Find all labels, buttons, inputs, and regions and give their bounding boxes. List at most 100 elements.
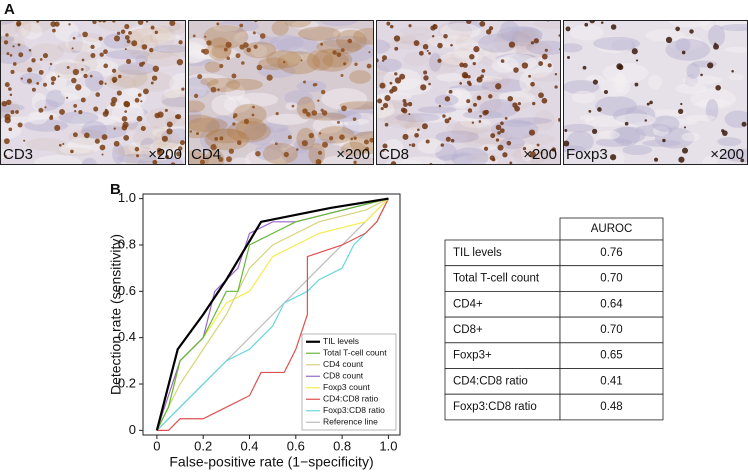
stain-haze <box>450 47 476 64</box>
stained-cell <box>16 22 21 27</box>
stain-haze <box>113 64 148 88</box>
auroc-value: 0.64 <box>600 298 623 310</box>
tissue-texture <box>593 36 641 51</box>
stained-cell <box>466 99 471 104</box>
stained-cell <box>336 52 342 58</box>
stain-haze <box>306 49 334 71</box>
stained-cell <box>386 21 391 26</box>
stained-cell <box>340 48 345 53</box>
stain-haze <box>503 143 548 159</box>
stained-cell <box>18 52 24 58</box>
stained-cell <box>486 29 492 35</box>
legend-label: CD8 count <box>323 371 364 381</box>
stained-cell <box>80 97 86 103</box>
stained-cell <box>72 68 80 76</box>
stain-haze <box>530 148 561 165</box>
stain-haze <box>0 34 15 44</box>
tissue <box>0 20 186 165</box>
stained-cell <box>9 93 13 97</box>
stained-cell <box>52 28 56 33</box>
stain-haze <box>203 24 249 49</box>
stained-cell <box>99 52 104 57</box>
stained-cell <box>478 120 482 123</box>
stain-haze <box>54 60 77 80</box>
panel-label: A <box>4 1 15 18</box>
tissue-texture <box>0 20 15 25</box>
stained-cell <box>521 62 529 69</box>
stained-cell <box>321 110 328 116</box>
tissue-texture <box>684 114 716 122</box>
stained-cell <box>540 152 543 155</box>
stain-haze <box>308 112 347 121</box>
stained-cell <box>497 144 504 151</box>
stained-cell <box>352 117 357 121</box>
stained-cell <box>442 114 446 118</box>
auroc-value: 0.65 <box>600 350 622 362</box>
stained-cell <box>473 102 477 107</box>
stained-cell <box>394 72 398 76</box>
stained-cell <box>217 88 220 91</box>
stained-cell <box>662 138 666 143</box>
auroc-value: 0.41 <box>600 375 622 387</box>
tissue-texture <box>266 113 309 125</box>
stained-cell <box>624 121 629 126</box>
stained-cell <box>431 35 435 38</box>
stain-haze <box>376 65 390 76</box>
tissue-texture <box>376 102 395 119</box>
stained-cell <box>384 95 391 102</box>
stained-cell <box>402 133 409 140</box>
stained-cell <box>197 74 203 80</box>
stained-cell <box>80 67 84 71</box>
tissue-texture <box>563 145 586 152</box>
roc-curve <box>156 198 389 431</box>
tissue-texture <box>563 43 583 53</box>
stained-cell <box>507 95 514 102</box>
stained-cell <box>477 95 481 99</box>
stain-haze <box>132 71 175 92</box>
y-tick-label: 0 <box>129 422 136 437</box>
stained-cell <box>123 135 130 141</box>
stained-cell <box>513 67 519 73</box>
tissue-texture <box>27 111 48 125</box>
stained-cell <box>500 59 505 63</box>
row-label: CD4+ <box>453 298 483 310</box>
stained-cell <box>275 112 279 116</box>
tissue-texture <box>254 143 284 161</box>
stained-cell <box>51 81 55 85</box>
tissue-texture <box>681 132 700 142</box>
stained-cell <box>93 106 99 112</box>
stained-cell <box>500 121 504 126</box>
stained-cell <box>252 31 256 35</box>
stained-cell <box>149 47 154 53</box>
stained-cell <box>235 53 241 59</box>
stained-cell <box>20 77 23 80</box>
stained-cell <box>176 151 182 157</box>
x-tick-label: 0.2 <box>194 438 212 453</box>
tissue-texture <box>705 98 719 121</box>
row-label: CD4:CD8 ratio <box>453 375 528 387</box>
stained-cell <box>78 109 83 115</box>
stained-cell <box>15 110 19 114</box>
stained-cell <box>530 81 535 87</box>
stained-cell <box>700 73 703 77</box>
stained-cell <box>320 89 326 95</box>
stained-cell <box>9 54 13 57</box>
stained-cell <box>343 62 347 66</box>
stain-haze <box>21 20 52 33</box>
stained-cell <box>426 49 429 52</box>
table-cell <box>559 290 664 318</box>
stained-cell <box>444 118 450 124</box>
stained-cell <box>36 81 40 85</box>
stained-cell <box>103 49 108 55</box>
stain-haze <box>316 39 362 55</box>
stained-cell <box>689 29 694 34</box>
stain-haze <box>437 20 473 44</box>
stain-haze <box>312 48 353 72</box>
stain-haze <box>530 72 561 83</box>
tissue <box>188 20 374 165</box>
stained-cell <box>423 70 428 75</box>
stain-haze <box>399 26 431 36</box>
stained-cell <box>94 138 100 144</box>
stained-cell <box>204 35 207 38</box>
